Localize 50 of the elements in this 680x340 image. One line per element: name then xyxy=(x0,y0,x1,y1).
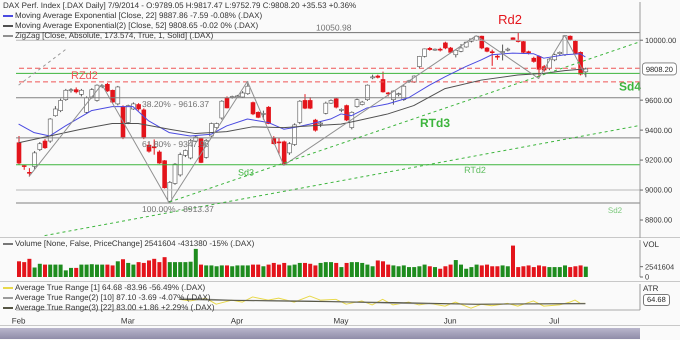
legend-label: Moving Average Exponential [Close, 22] 9887.86 -7.59 -0.08% (.DAX) xyxy=(15,11,262,21)
annotation: Rd2 xyxy=(498,12,522,27)
candlestick xyxy=(344,104,349,122)
y-axis-title: VOL xyxy=(643,240,660,249)
bar xyxy=(43,264,47,277)
legend-label: Moving Average Exponential(2) [Close, 52] 9808.65 -0.02 0% (.DAX) xyxy=(15,21,258,31)
x-tick-label: Mar xyxy=(120,316,136,326)
series-label: Volume [None, False, PriceChange] 2541604 -431380 -15% (.DAX) xyxy=(15,239,254,249)
candlestick xyxy=(500,44,505,61)
bar xyxy=(428,266,432,277)
bar xyxy=(116,261,120,277)
candlestick xyxy=(224,96,230,109)
candlestick xyxy=(365,84,370,102)
y-axis-title: ATR xyxy=(643,284,658,293)
x-tick-label: Apr xyxy=(230,316,244,326)
candlestick xyxy=(42,138,48,150)
legend-label: ZigZag [Close, Absolute, 173.574, True, 1, Solid] (.DAX) xyxy=(15,31,214,41)
bar xyxy=(225,265,229,277)
x-tick-label: Feb xyxy=(12,316,26,326)
candlestick xyxy=(32,150,37,170)
bar xyxy=(433,267,437,277)
candlestick xyxy=(490,49,494,66)
ref-line-label: 10050.98 xyxy=(316,22,352,33)
annotation: 100.00% - 8913.37 xyxy=(142,204,214,214)
bar xyxy=(121,259,125,277)
candlestick xyxy=(16,135,22,166)
bar xyxy=(74,268,78,277)
candlestick xyxy=(220,100,224,120)
chart-title: DAX Perf. Index [.DAX Daily] 7/9/2014 - O:9789.05 H:9817.47 L:9752.79 C:9808.20 +35.53 +0.36% xyxy=(3,1,356,11)
x-tick-label: Jul xyxy=(549,316,560,326)
bar xyxy=(344,262,349,277)
bar xyxy=(339,267,344,277)
candlestick xyxy=(334,97,338,109)
legend-label: Average True Range [1] 64.68 -83.96 -56.49% (.DAX) xyxy=(15,283,206,293)
bar xyxy=(334,262,338,277)
bar xyxy=(261,266,266,277)
annotation: RTd3 xyxy=(420,116,450,130)
candlestick xyxy=(380,71,386,94)
annotation: 38.20% - 9616.37 xyxy=(142,98,210,109)
line-series xyxy=(18,52,586,136)
candlestick xyxy=(116,85,120,106)
ref-line-label: Sd3 xyxy=(238,168,254,178)
annotation: RTd2 xyxy=(464,165,486,175)
annotation: Sd2 xyxy=(608,206,622,215)
legend-label: Average True Range(3) [22] 83.00 +1.86 +2.29% (.DAX) xyxy=(15,303,215,313)
bar xyxy=(584,266,588,277)
x-tick-label: May xyxy=(333,316,349,326)
x-tick-label: Jun xyxy=(444,316,457,326)
candlestick xyxy=(298,100,302,125)
bar xyxy=(199,264,203,277)
